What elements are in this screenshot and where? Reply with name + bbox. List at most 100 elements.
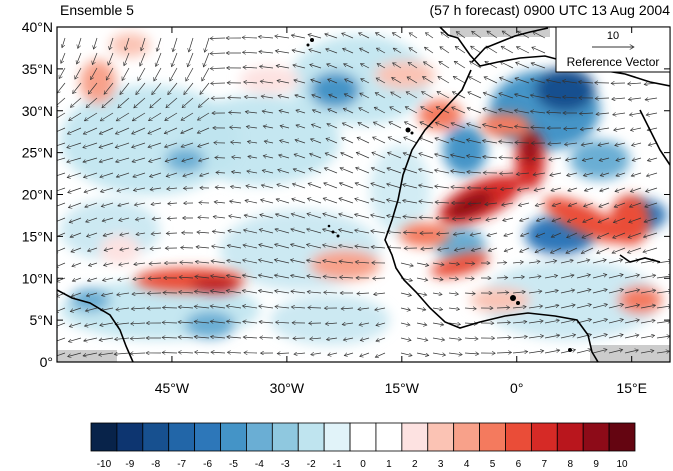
- wind-arrow: [57, 187, 66, 192]
- wind-arrow: [132, 142, 146, 147]
- wind-arrow: [210, 38, 226, 39]
- wind-arrow: [149, 157, 162, 162]
- wind-arrow: [57, 172, 66, 176]
- wind-arrow: [388, 137, 402, 144]
- wind-arrow: [258, 37, 274, 38]
- wind-arrow: [294, 80, 306, 84]
- wind-arrow: [373, 137, 386, 144]
- europe-coastline: [439, 27, 670, 87]
- wind-arrow: [165, 112, 178, 121]
- wind-arrow: [149, 172, 162, 177]
- wind-arrow: [308, 34, 322, 39]
- wind-arrow: [422, 92, 434, 99]
- wind-arrow: [277, 353, 290, 354]
- wind-arrow: [592, 289, 607, 294]
- wind-arrow: [67, 157, 82, 162]
- wind-arrow: [61, 52, 66, 63]
- wind-arrow: [451, 187, 466, 188]
- wind-arrow: [630, 187, 642, 192]
- wind-arrow: [67, 127, 82, 134]
- wind-arrow: [564, 143, 578, 145]
- wind-arrow: [614, 202, 626, 207]
- wind-arrow: [276, 66, 290, 69]
- wind-arrow: [71, 247, 82, 252]
- wind-arrow: [646, 113, 658, 115]
- colorbar-box: [168, 422, 196, 452]
- wind-arrow: [344, 94, 354, 99]
- wind-arrow: [150, 97, 162, 108]
- wind-arrow: [99, 338, 114, 340]
- wind-arrow: [403, 200, 418, 204]
- wind-arrow: [600, 172, 610, 176]
- wind-arrow: [290, 260, 306, 264]
- wind-arrow: [91, 67, 98, 80]
- wind-arrow: [323, 214, 338, 219]
- wind-arrow: [342, 323, 354, 325]
- longitude-axis: 45°W 30°W 15°W 0° 15°E: [155, 27, 647, 396]
- wind-arrow: [154, 67, 162, 81]
- wind-arrow: [210, 321, 226, 323]
- wind-arrow: [360, 338, 370, 341]
- wind-arrow: [328, 109, 338, 114]
- wind-arrow: [57, 277, 66, 282]
- wind-arrow: [512, 352, 528, 353]
- wind-arrow: [226, 306, 242, 308]
- wind-arrow: [640, 290, 656, 294]
- africa-coastline: [384, 69, 599, 362]
- wind-arrow: [291, 214, 306, 219]
- wind-arrow: [307, 276, 322, 278]
- wind-arrow: [242, 37, 258, 38]
- wind-arrow: [640, 335, 655, 339]
- wind-arrow: [355, 262, 370, 263]
- wind-arrow: [264, 141, 274, 143]
- wind-arrow: [564, 128, 578, 129]
- wind-arrow: [326, 338, 338, 340]
- wind-arrow: [576, 260, 590, 264]
- forecast-time-label: (57 h forecast) 0900 UTC 13 Aug 2004: [429, 2, 670, 18]
- wind-arrow: [355, 246, 370, 248]
- wind-arrow: [500, 173, 514, 174]
- wind-arrow: [466, 140, 482, 144]
- wind-arrow: [467, 124, 482, 129]
- wind-arrow: [547, 112, 562, 113]
- wind-arrow: [483, 157, 498, 158]
- wind-arrow: [624, 290, 640, 294]
- wind-arrow: [579, 113, 594, 114]
- wind-arrow: [340, 168, 354, 174]
- wind-arrow: [325, 153, 338, 159]
- wind-arrow: [528, 351, 544, 353]
- wind-arrow: [400, 308, 410, 310]
- wind-arrow: [438, 76, 450, 84]
- wind-arrow: [292, 50, 306, 54]
- wind-arrow: [357, 293, 370, 294]
- wind-arrow: [467, 172, 482, 173]
- wind-arrow: [104, 248, 114, 250]
- wind-arrow: [437, 233, 450, 234]
- wind-arrow: [57, 307, 66, 312]
- wind-arrow: [259, 229, 274, 234]
- wind-arrow: [211, 276, 226, 278]
- wind-arrow: [57, 202, 66, 207]
- wind-arrow: [531, 127, 546, 128]
- wind-arrow: [434, 170, 450, 174]
- lon-tick-label: 15°W: [385, 380, 420, 396]
- wind-arrow: [210, 337, 226, 338]
- wind-arrow: [498, 125, 514, 129]
- wind-arrow: [435, 138, 450, 144]
- wind-arrow: [416, 293, 427, 295]
- wind-arrow: [242, 290, 258, 294]
- colorbar-label: 0: [360, 459, 366, 470]
- wind-arrow: [405, 107, 418, 114]
- wind-arrow: [421, 107, 434, 114]
- wind-arrow: [483, 108, 498, 114]
- wind-arrow: [608, 274, 623, 279]
- wind-arrow: [247, 171, 258, 173]
- wind-arrow: [464, 293, 475, 294]
- wind-arrow: [355, 214, 370, 219]
- colorbar-box: [271, 422, 299, 452]
- wind-arrow: [470, 61, 482, 69]
- wind-arrow: [246, 127, 258, 128]
- wind-arrow: [646, 172, 658, 176]
- wind-arrow: [168, 203, 178, 204]
- wind-arrow: [407, 76, 418, 84]
